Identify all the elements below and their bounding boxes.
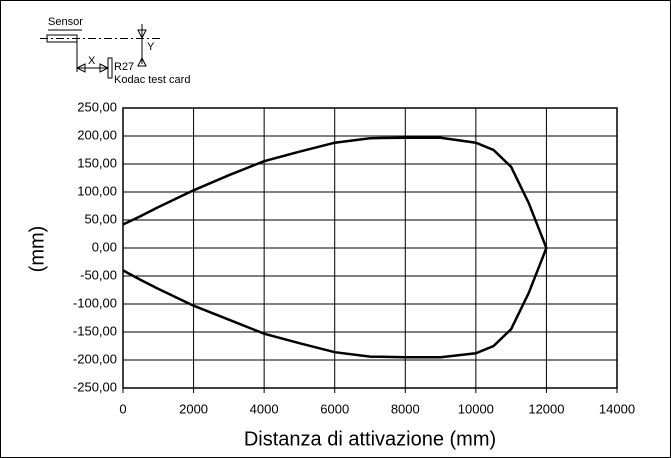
y-axis-label: (mm) (26, 226, 48, 273)
y-tick-label: -150,00 (73, 323, 117, 338)
y-tick-label: 150,00 (77, 155, 117, 170)
x-tick-label: 4000 (250, 401, 279, 416)
x-tick-label: 14000 (599, 401, 635, 416)
x-tick-label: 12000 (528, 401, 564, 416)
x-tick-label: 8000 (391, 401, 420, 416)
y-tick-label: 250,00 (77, 99, 117, 114)
x-tick-label: 6000 (320, 401, 349, 416)
x-axis-label: Distanza di attivazione (mm) (244, 428, 496, 450)
x-tick-label: 0 (119, 401, 126, 416)
y-tick-label: -50,00 (80, 267, 117, 282)
y-tick-label: 50,00 (84, 211, 117, 226)
y-tick-label: -250,00 (73, 379, 117, 394)
y-tick-label: -100,00 (73, 295, 117, 310)
data-line (122, 136, 548, 359)
test-card (107, 57, 113, 79)
sensor-diagram (40, 24, 162, 79)
x-tick-label: 10000 (458, 401, 494, 416)
y-tick-label: 100,00 (77, 183, 117, 198)
plot-border (122, 107, 618, 389)
annotation: Y (147, 41, 155, 53)
y-tick-label: -200,00 (73, 351, 117, 366)
annotation: Sensor (48, 16, 83, 28)
x-tick-label: 2000 (179, 401, 208, 416)
annotation: R27 (114, 61, 134, 73)
x-arrows (75, 63, 110, 73)
y-tick-label: 0,00 (92, 239, 117, 254)
y-arrows (137, 29, 147, 67)
annotation: Kodac test card (114, 74, 190, 86)
y-tick-label: 200,00 (77, 127, 117, 142)
annotation: X (88, 55, 96, 67)
